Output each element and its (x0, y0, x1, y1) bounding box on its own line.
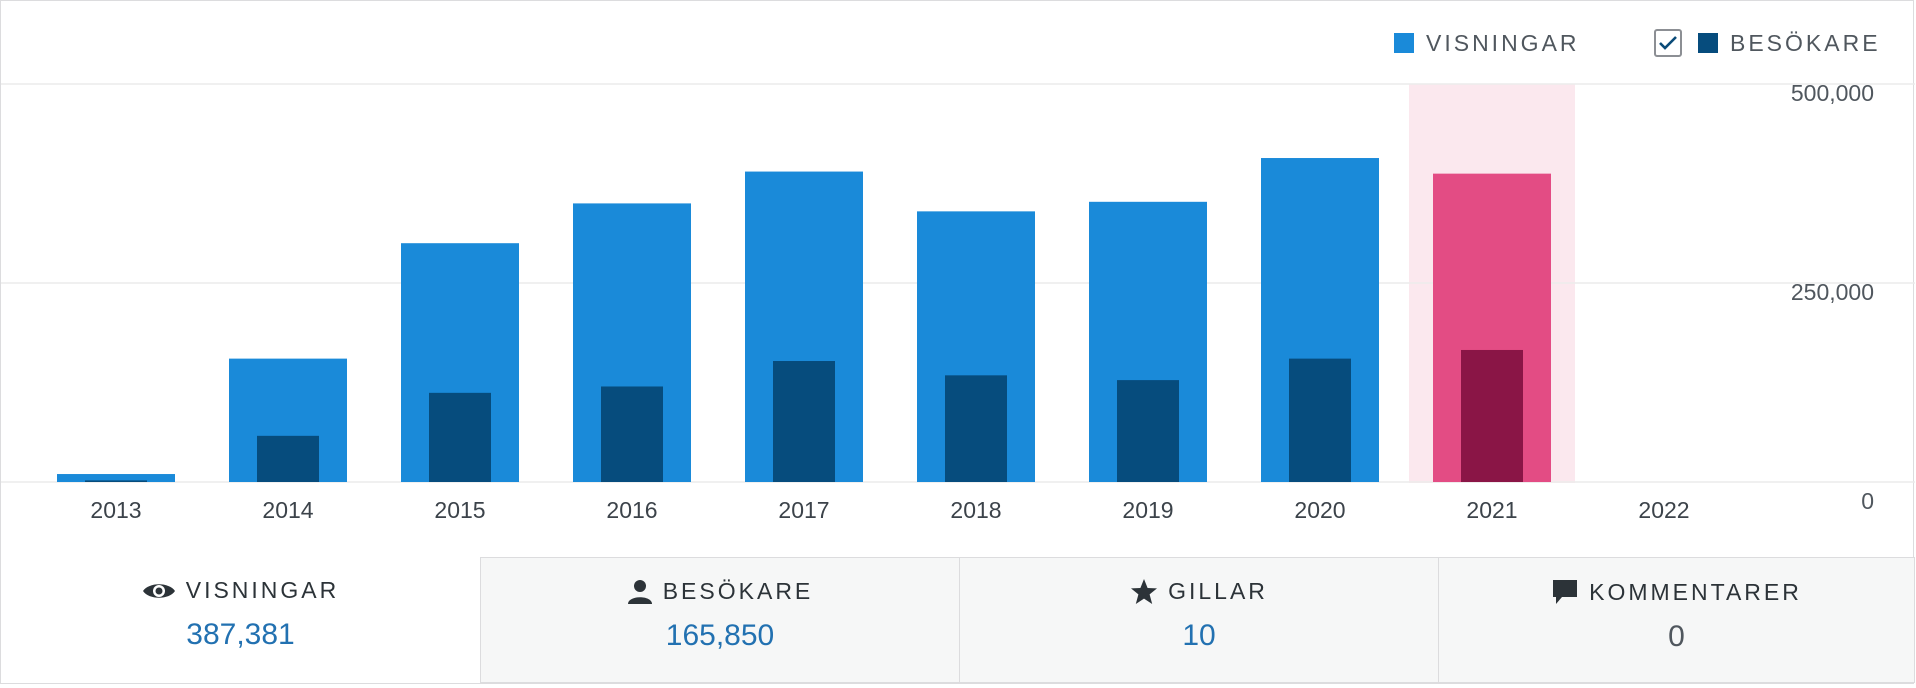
x-tick-label: 2018 (950, 497, 1001, 523)
visitors-checkbox[interactable] (1654, 29, 1682, 57)
tab-likes-value: 10 (1182, 619, 1216, 652)
x-tick-label: 2022 (1638, 497, 1689, 523)
tab-visitors-label: BESÖKARE (662, 578, 814, 604)
bar-visitors-2015 (429, 392, 491, 482)
x-tick-label: 2016 (606, 497, 657, 523)
tab-views-value: 387,381 (186, 618, 295, 651)
tab-comments-label: KOMMENTARER (1589, 578, 1802, 605)
legend-views: VISNINGAR (1394, 25, 1580, 61)
person-icon (627, 579, 653, 605)
bar-visitors-2014 (257, 435, 319, 482)
x-tick-label: 2020 (1294, 497, 1345, 523)
tab-views[interactable]: VISNINGAR 387,381 (1, 557, 480, 683)
bar-visitors-2020 (1289, 358, 1351, 482)
bar-chart: 500,000 250,000 0 2013 2014 2015 2016 2017 2018 2… (1, 80, 1915, 523)
tab-visitors-value: 165,850 (665, 619, 775, 652)
bar-visitors-2016 (601, 386, 663, 482)
x-tick-label: 2017 (778, 497, 829, 523)
star-icon (1130, 578, 1158, 605)
bar-visitors-2021 (1461, 349, 1523, 482)
x-tick-label: 2013 (90, 497, 141, 523)
y-tick-label: 500,000 (1791, 80, 1874, 106)
bar-visitors-2013 (85, 480, 147, 482)
eye-icon (142, 580, 176, 602)
x-tick-label: 2019 (1122, 497, 1173, 523)
tab-likes-label: GILLAR (1168, 578, 1268, 604)
legend-visitors[interactable]: BESÖKARE (1654, 25, 1881, 61)
bar-visitors-2017 (773, 361, 835, 482)
legend-views-swatch (1394, 33, 1414, 53)
bar-visitors-2018 (945, 375, 1007, 482)
checkmark-icon (1659, 36, 1677, 50)
x-tick-label: 2014 (262, 497, 313, 523)
legend-visitors-swatch (1698, 33, 1718, 53)
legend-views-label: VISNINGAR (1426, 29, 1580, 56)
x-tick-label: 2015 (434, 497, 485, 523)
tab-comments[interactable]: KOMMENTARER 0 (1438, 557, 1915, 683)
bar-views-2013 (57, 474, 175, 482)
bar-visitors-2019 (1117, 380, 1179, 482)
comment-icon (1551, 578, 1579, 606)
y-tick-label: 250,000 (1791, 279, 1874, 305)
legend-visitors-label: BESÖKARE (1730, 29, 1881, 56)
tab-visitors[interactable]: BESÖKARE 165,850 (480, 557, 960, 683)
y-tick-label: 0 (1861, 488, 1874, 514)
x-tick-label: 2021 (1466, 497, 1517, 523)
tab-likes[interactable]: GILLAR 10 (959, 557, 1439, 683)
tab-views-label: VISNINGAR (185, 577, 340, 603)
tab-comments-value: 0 (1668, 620, 1685, 653)
